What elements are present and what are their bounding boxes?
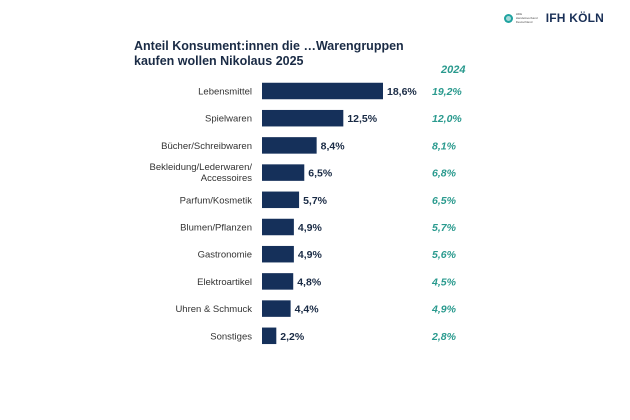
category-label: Blumen/Pflanzen xyxy=(180,223,252,234)
bar xyxy=(262,164,305,181)
category-label: Elektroartikel xyxy=(197,277,252,288)
ifh-logo: IFH KÖLN xyxy=(545,11,604,25)
hde-logo-icon xyxy=(503,13,513,23)
value-label: 2,2% xyxy=(280,331,305,343)
hde-logo-text: HDE Handelsverband Deutschland xyxy=(515,12,538,24)
comparison-value-label: 4,9% xyxy=(431,304,457,316)
bar xyxy=(262,327,277,345)
category-label: Lebensmittel xyxy=(198,87,252,98)
comparison-value-label: 5,7% xyxy=(432,222,457,234)
bar xyxy=(262,191,300,209)
value-label: 6,5% xyxy=(308,168,333,180)
comparison-value-label: 2,8% xyxy=(431,331,457,343)
value-label: 4,8% xyxy=(297,276,322,288)
comparison-value-label: 6,5% xyxy=(432,195,457,207)
bar xyxy=(262,137,317,154)
category-label: Parfum/Kosmetik xyxy=(180,195,253,206)
comparison-value-label: 5,6% xyxy=(432,249,457,261)
value-label: 5,7% xyxy=(303,195,328,207)
value-label: 18,6% xyxy=(387,86,417,98)
bar xyxy=(262,300,291,317)
bar xyxy=(262,273,294,290)
category-label: Spielwaren xyxy=(205,114,252,125)
category-label: Sonstiges xyxy=(210,331,252,342)
value-label: 12,5% xyxy=(347,113,377,125)
bar xyxy=(262,109,344,127)
category-label: Bekleidung/Lederwaren/Accessoires xyxy=(150,162,253,184)
logo-area: HDE Handelsverband Deutschland IFH KÖLN xyxy=(503,11,604,25)
value-label: 4,4% xyxy=(295,304,320,316)
comparison-value-label: 8,1% xyxy=(432,140,457,152)
value-label: 4,9% xyxy=(298,222,323,234)
value-label: 8,4% xyxy=(321,140,346,152)
hde-logo: HDE Handelsverband Deutschland xyxy=(503,12,538,24)
category-label: Uhren & Schmuck xyxy=(175,304,252,315)
bar xyxy=(262,218,294,236)
comparison-value-label: 19,2% xyxy=(432,86,462,98)
comparison-year-header: 2024 xyxy=(441,64,466,76)
bar xyxy=(262,82,383,100)
comparison-value-label: 12,0% xyxy=(432,113,462,125)
comparison-value-label: 4,5% xyxy=(431,276,457,288)
category-label: Bücher/Schreibwaren xyxy=(161,141,252,152)
value-label: 4,9% xyxy=(298,249,323,261)
comparison-value-label: 6,8% xyxy=(432,168,457,180)
chart-title: Anteil Konsument:innen die …Warengruppen… xyxy=(134,39,404,68)
bar xyxy=(262,245,294,263)
category-label: Gastronomie xyxy=(198,250,252,261)
